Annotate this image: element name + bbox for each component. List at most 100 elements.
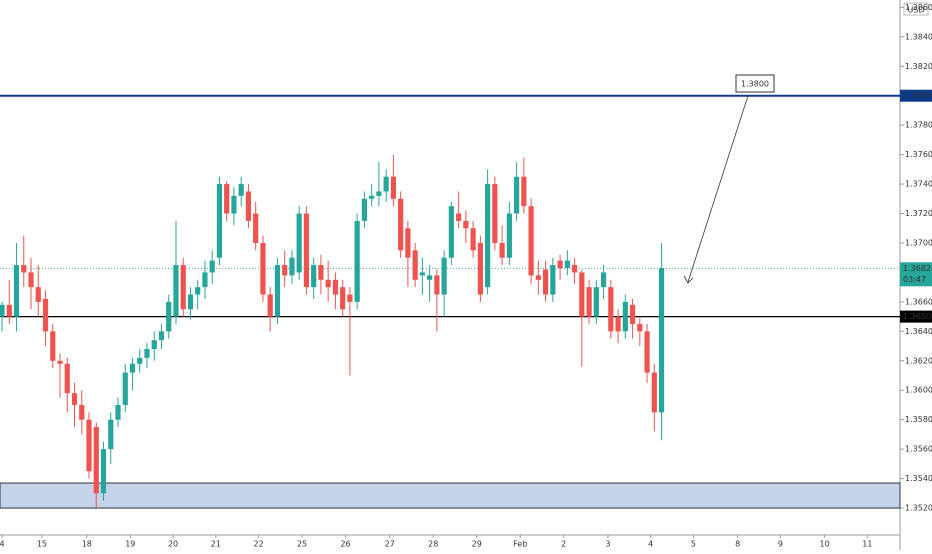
- plot-area: 1.3800: [0, 74, 901, 509]
- annotation-box: [735, 74, 775, 93]
- y-tick-label: 1.38400: [905, 32, 932, 41]
- candle-body: [289, 257, 295, 276]
- x-tick-label: 26: [340, 540, 350, 549]
- candle-body: [456, 213, 462, 221]
- candle-body: [21, 265, 27, 273]
- candle-body: [361, 198, 368, 221]
- x-tick-label: 4: [648, 540, 653, 549]
- candle-body: [224, 184, 230, 214]
- candle-body: [542, 269, 549, 295]
- candle-body: [311, 265, 317, 288]
- candle-body: [151, 340, 157, 350]
- x-tick-label: 20: [168, 540, 178, 549]
- candle-body: [448, 206, 454, 258]
- candle-body: [470, 228, 476, 251]
- candle-body: [115, 404, 121, 420]
- candle-body: [405, 228, 411, 258]
- y-tick-label: 1.38600: [905, 3, 932, 12]
- x-tick-label: 15: [37, 540, 47, 549]
- level-label: 1.38000: [903, 91, 932, 100]
- candle-body: [571, 265, 578, 273]
- annotation-arrowhead: [683, 275, 694, 284]
- candle-body: [398, 198, 404, 251]
- candle-body: [637, 323, 643, 332]
- x-tick-label: 27: [385, 540, 395, 549]
- candle-body: [441, 257, 447, 295]
- level-label-box: [900, 310, 932, 323]
- candle-body: [608, 287, 614, 332]
- candle-body: [347, 294, 353, 302]
- y-tick-label: 1.35800: [905, 415, 932, 424]
- candle-body: [622, 301, 628, 332]
- candle-body: [238, 184, 244, 196]
- candle-body: [35, 287, 41, 302]
- currency-box: [903, 2, 929, 16]
- candle-body: [550, 265, 556, 295]
- candle-body: [528, 206, 534, 276]
- candle-body: [28, 272, 34, 288]
- candle-body: [557, 260, 563, 269]
- candle-body: [166, 301, 172, 332]
- y-tick-label: 1.35200: [905, 504, 932, 513]
- x-tick-label: 8: [735, 540, 740, 549]
- candle-body: [42, 298, 49, 332]
- candle-body: [129, 363, 136, 373]
- candle-body: [658, 268, 665, 413]
- candle-body: [354, 220, 360, 302]
- candle-body: [419, 272, 425, 276]
- candle-body: [492, 184, 498, 243]
- candle-body: [187, 294, 194, 310]
- x-tick-label: 11: [862, 540, 872, 549]
- candle-body: [202, 272, 208, 288]
- y-tick-label: 1.37000: [905, 238, 932, 247]
- x-tick-label: 5: [691, 540, 696, 549]
- candle-body: [499, 242, 505, 258]
- x-tick-label: 19: [125, 540, 135, 549]
- current-price-box: [900, 262, 932, 287]
- y-tick-label: 1.36200: [905, 356, 932, 365]
- y-tick-label: 1.37400: [905, 180, 932, 189]
- x-tick-label: 3: [605, 540, 610, 549]
- candle-body: [71, 393, 78, 405]
- candle-body: [579, 272, 585, 317]
- candle-body: [651, 372, 657, 413]
- y-tick-label: 1.36000: [905, 386, 932, 395]
- candle-body: [586, 287, 592, 317]
- candle-body: [318, 265, 324, 280]
- x-tick-label: 10: [820, 540, 830, 549]
- candle-body: [485, 184, 491, 288]
- candle-body: [463, 220, 469, 229]
- candle-body: [564, 260, 570, 269]
- candle-body: [122, 372, 128, 405]
- candle-body: [245, 191, 252, 221]
- candle-body: [180, 265, 186, 310]
- candle-body: [303, 213, 310, 288]
- candle-body: [369, 195, 375, 199]
- x-tick-label: 25: [297, 540, 307, 549]
- candle-body: [535, 275, 541, 280]
- y-tick-label: 1.37200: [905, 209, 932, 218]
- candle-body: [144, 349, 150, 358]
- candle-body: [93, 427, 99, 494]
- y-tick-label: 1.37600: [905, 150, 932, 159]
- x-tick-label: 21: [211, 540, 221, 549]
- candle-body: [216, 184, 223, 258]
- candle-body: [137, 357, 143, 364]
- y-tick-label: 1.35600: [905, 445, 932, 454]
- candle-body: [274, 265, 281, 317]
- candle-body: [260, 242, 266, 295]
- y-tick-label: 1.35400: [905, 474, 932, 483]
- annotation-text: 1.3800: [741, 80, 769, 89]
- candle-body: [0, 304, 5, 317]
- candle-body: [100, 449, 107, 494]
- candle-body: [506, 213, 512, 258]
- candle-body: [325, 279, 331, 288]
- candle-body: [50, 331, 56, 361]
- x-tick-label: 2: [561, 540, 566, 549]
- countdown-label: 03:47: [903, 275, 926, 284]
- candle-body: [79, 404, 85, 420]
- candle-body: [514, 176, 520, 214]
- x-tick-label: 28: [428, 540, 438, 549]
- x-tick-label: 29: [472, 540, 482, 549]
